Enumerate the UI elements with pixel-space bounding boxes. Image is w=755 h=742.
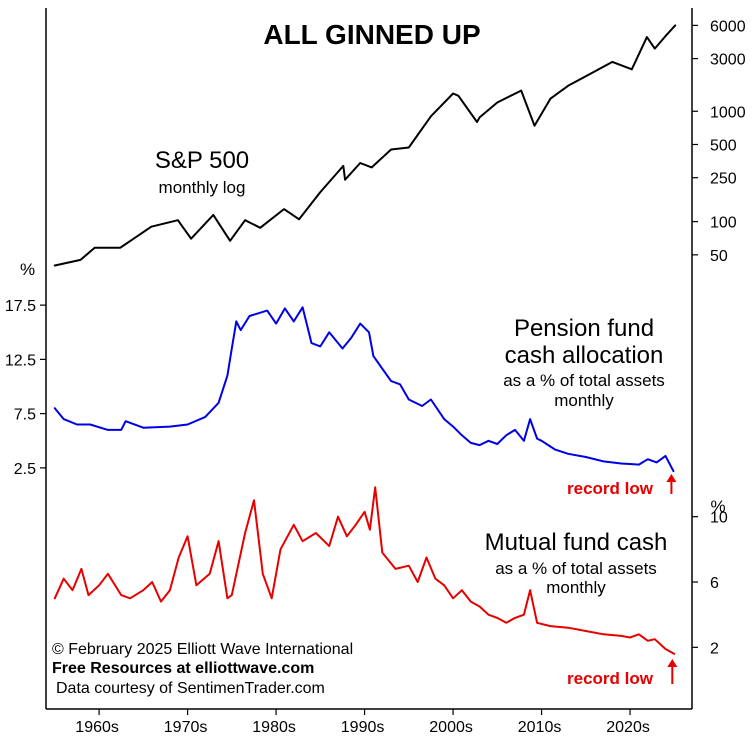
sp500-y-tick-label: 50 [710, 248, 728, 265]
mutual-sublabel-2: monthly [546, 578, 606, 597]
mutual-sublabel: as a % of total assets [495, 559, 657, 578]
mutual-y-tick-label: 10 [710, 510, 728, 527]
x-tick-label: 2010s [518, 719, 562, 736]
mutual-record-low-arrow-head [667, 659, 678, 667]
sp500-y-tick-label: 1000 [710, 104, 746, 121]
copyright-note: © February 2025 Elliott Wave Internation… [52, 641, 353, 658]
pension-y-tick-label: 17.5 [5, 298, 36, 315]
pension-series-line [53, 306, 675, 473]
pension-sublabel-2: monthly [554, 391, 614, 410]
sp500-y-tick-label: 3000 [710, 52, 746, 69]
mutual-record-low: record low [567, 669, 654, 688]
right-percent-unit: % [710, 497, 725, 516]
mutual-y-tick-label: 6 [710, 575, 719, 592]
x-tick-label: 1990s [341, 719, 385, 736]
data-courtesy-note: Data courtesy of SentimenTrader.com [56, 680, 325, 697]
pension-label-2: cash allocation [505, 342, 664, 369]
free-resources-note: Free Resources at elliottwave.com [52, 660, 314, 677]
mutual-label: Mutual fund cash [485, 529, 668, 556]
pension-label: Pension fund [514, 315, 654, 342]
x-tick-label: 1960s [75, 719, 119, 736]
sp500-y-tick-label: 6000 [710, 18, 746, 35]
pension-y-tick-label: 2.5 [14, 461, 36, 478]
mutual-y-tick-label: 2 [710, 640, 719, 657]
chart-title: ALL GINNED UP [263, 19, 480, 50]
sp500-y-tick-label: 500 [710, 137, 737, 154]
x-tick-label: 2000s [429, 719, 473, 736]
sp500-sublabel: monthly log [159, 178, 246, 197]
pension-record-low: record low [567, 479, 654, 498]
pension-y-tick-label: 12.5 [5, 352, 36, 369]
sp500-label: S&P 500 [155, 147, 249, 174]
sp500-y-tick-label: 100 [710, 215, 737, 232]
pension-record-low-arrow-head [666, 474, 677, 482]
sp500-series-line [53, 24, 677, 267]
pension-sublabel: as a % of total assets [503, 371, 665, 390]
mutual-series-line [53, 486, 676, 655]
x-tick-label: 1970s [164, 719, 208, 736]
x-tick-label: 1980s [252, 719, 296, 736]
left-percent-unit: % [20, 260, 35, 279]
x-tick-label: 2020s [606, 719, 650, 736]
pension-y-tick-label: 7.5 [14, 407, 36, 424]
sp500-y-tick-label: 250 [710, 171, 737, 188]
